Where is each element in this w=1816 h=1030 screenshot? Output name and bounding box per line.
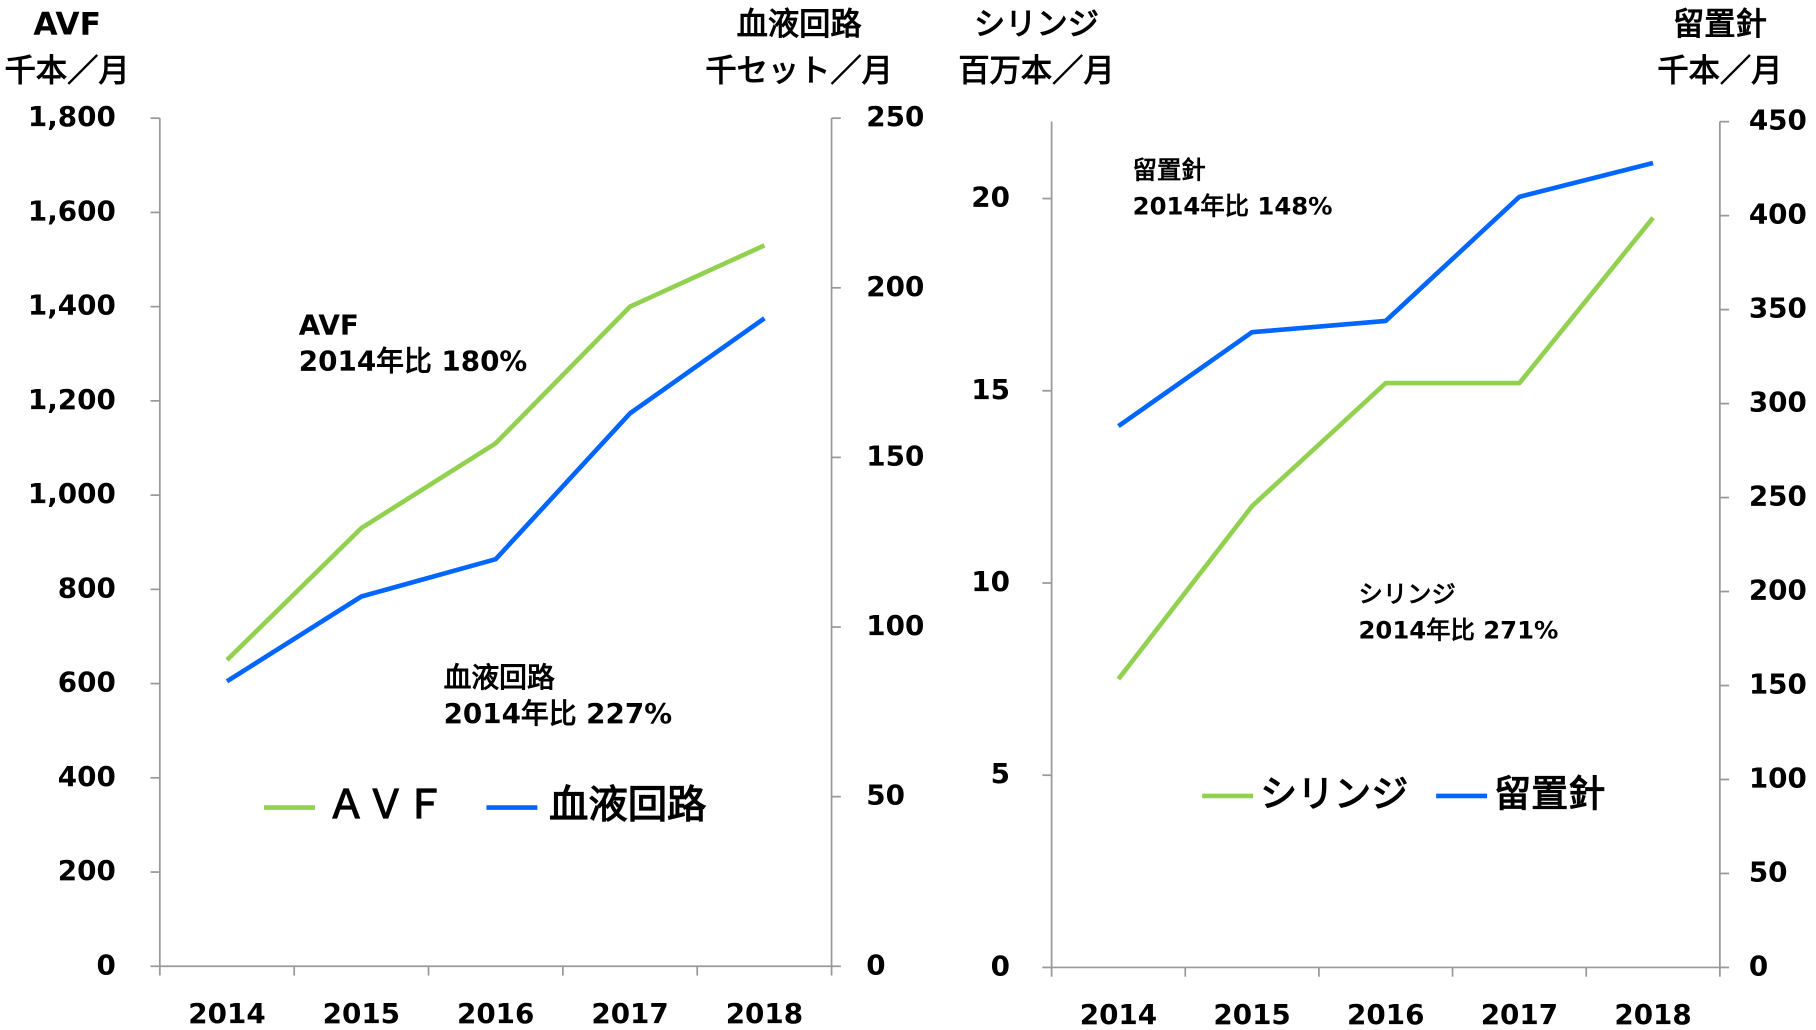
axis-label: シリンジ <box>974 6 1099 42</box>
x-tick-label: 2017 <box>591 997 668 1030</box>
y-tick-label: 1,600 <box>28 194 116 227</box>
y-tick-label: 1,200 <box>28 383 116 416</box>
y-tick-label: 20 <box>971 181 1010 214</box>
x-tick-label: 2016 <box>457 997 534 1030</box>
axis-label: 血液回路 <box>737 6 863 42</box>
annotation: 2014年比 148% <box>1133 191 1333 220</box>
y-tick-label: 1,000 <box>28 477 116 510</box>
y-tick-label: 1,800 <box>28 100 116 133</box>
y-tick-label: 100 <box>1749 761 1807 794</box>
x-tick-label: 2018 <box>726 997 803 1030</box>
y-tick-label: 400 <box>1749 198 1807 231</box>
y-tick-label: 250 <box>866 100 924 133</box>
y-tick-label: 200 <box>1749 574 1807 607</box>
x-tick-label: 2015 <box>323 997 400 1030</box>
y-tick-label: 50 <box>1749 855 1788 888</box>
series-line <box>225 316 766 684</box>
y-tick-label: 0 <box>1749 949 1768 982</box>
x-tick-label: 2015 <box>1213 998 1290 1030</box>
y-tick-label: 50 <box>866 779 905 812</box>
legend-label: 留置針 <box>1494 772 1605 815</box>
axis-label: 千セット／月 <box>705 53 893 89</box>
y-tick-label: 10 <box>971 565 1010 598</box>
legend-label: シリンジ <box>1260 772 1408 815</box>
y-tick-label: 150 <box>1749 668 1807 701</box>
series-line <box>1116 216 1655 681</box>
y-tick-label: 200 <box>866 270 924 303</box>
y-tick-label: 150 <box>866 439 924 472</box>
x-tick-label: 2014 <box>1080 998 1157 1030</box>
y-tick-label: 200 <box>58 854 116 887</box>
series-line <box>225 243 766 662</box>
y-tick-label: 300 <box>1749 386 1807 419</box>
axis-label: 千本／月 <box>5 53 130 89</box>
series-line <box>1117 160 1654 429</box>
axis-label: 留置針 <box>1673 5 1767 42</box>
y-tick-label: 400 <box>58 760 116 793</box>
y-tick-label: 800 <box>58 571 116 604</box>
y-tick-label: 250 <box>1749 480 1807 513</box>
y-tick-label: 15 <box>971 373 1010 406</box>
legend-label: ＡＶＦ <box>327 782 445 828</box>
annotation: 2014年比 227% <box>444 697 672 730</box>
x-tick-label: 2017 <box>1481 998 1558 1030</box>
axis-label: 百万本／月 <box>958 53 1114 89</box>
annotation: 血液回路 <box>444 661 555 694</box>
annotation: 2014年比 271% <box>1359 615 1559 644</box>
x-tick-label: 2018 <box>1614 998 1691 1030</box>
legend-label: 血液回路 <box>549 782 707 828</box>
y-tick-label: 100 <box>866 609 924 642</box>
y-tick-label: 350 <box>1749 292 1807 325</box>
axis-label: AVF <box>33 6 101 42</box>
y-tick-label: 0 <box>96 948 115 981</box>
annotation: AVF <box>299 309 359 342</box>
y-tick-label: 450 <box>1749 104 1807 137</box>
x-tick-label: 2016 <box>1347 998 1424 1030</box>
x-tick-label: 2014 <box>188 997 265 1030</box>
y-tick-label: 0 <box>991 949 1010 982</box>
y-tick-label: 600 <box>58 666 116 699</box>
y-tick-label: 0 <box>866 948 885 981</box>
annotation: 留置針 <box>1133 155 1206 184</box>
y-tick-label: 1,400 <box>28 289 116 322</box>
annotation: シリンジ <box>1359 580 1456 609</box>
axis-label: 千本／月 <box>1657 53 1782 89</box>
annotation: 2014年比 180% <box>299 345 527 378</box>
y-tick-label: 5 <box>991 757 1010 790</box>
